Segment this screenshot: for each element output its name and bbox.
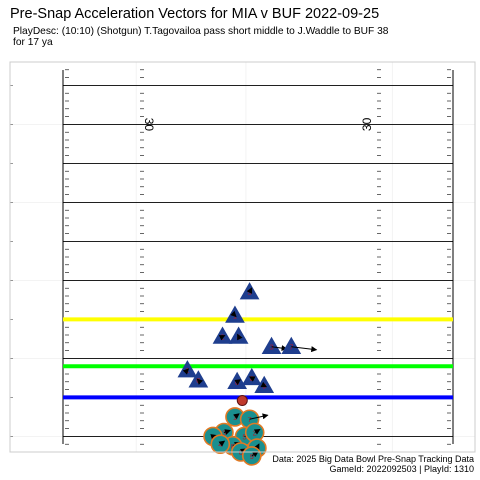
players-layer: 5124371068917352810469: [177, 282, 318, 466]
acceleration-vector: [233, 413, 240, 420]
data-source-caption: Data: 2025 Big Data Bowl Pre-Snap Tracki…: [272, 454, 474, 464]
mia-player: 4: [210, 434, 231, 455]
player-jersey-label: 5: [242, 432, 246, 441]
mia-player: 9: [241, 446, 262, 466]
player-jersey-label: 1: [233, 413, 237, 422]
player-jersey-label: 2: [253, 429, 257, 438]
buf-player: 1: [177, 360, 198, 378]
acceleration-vector: [234, 379, 241, 386]
buf-player: 3: [261, 336, 288, 354]
player-jersey-label: 3: [222, 429, 226, 438]
acceleration-vector: [248, 376, 256, 382]
acceleration-vector: [237, 333, 243, 341]
buf-player: 2: [212, 326, 233, 344]
player-jersey-label: 6: [235, 378, 239, 387]
player-jersey-label: 9: [250, 452, 254, 461]
marker-lines-layer: [63, 317, 453, 400]
buf-player: 4: [228, 326, 249, 344]
acceleration-vector: [271, 345, 288, 352]
acceleration-vector: [218, 335, 226, 341]
acceleration-vector: [260, 381, 268, 388]
buf-triangle-marker: [261, 336, 282, 354]
buf-player: 9: [254, 375, 275, 393]
acceleration-vector: [196, 378, 204, 385]
player-jersey-label: 2: [220, 333, 224, 342]
acceleration-vector: [182, 368, 190, 375]
acceleration-vector: [251, 451, 259, 458]
acceleration-vector: [253, 443, 260, 450]
buf-player: 0: [188, 370, 209, 388]
field-number: 30: [360, 117, 374, 131]
player-jersey-label: 4: [237, 333, 241, 342]
player-jersey-label: 8: [231, 442, 235, 451]
plot-background: [10, 62, 475, 452]
buf-player: 8: [241, 367, 262, 386]
acceleration-vector: [246, 287, 253, 294]
chart-title: Pre-Snap Acceleration Vectors for MIA v …: [10, 6, 380, 22]
buf-player: 1: [225, 305, 245, 323]
buf-player: 5: [239, 282, 260, 300]
player-jersey-label: 0: [196, 376, 200, 385]
field-border: [9, 61, 476, 453]
acceleration-vector: [210, 434, 217, 440]
football-marker: [236, 395, 248, 407]
player-jersey-label: 8: [250, 374, 254, 383]
acceleration-vector: [218, 440, 226, 447]
buf-player: 6: [227, 371, 248, 390]
buf-player: 7: [281, 336, 318, 354]
buf-triangle-marker: [281, 336, 302, 354]
acceleration-vector: [253, 428, 261, 435]
mia-player: 2: [244, 422, 265, 443]
play-description-line-2: for 17 ya: [13, 37, 53, 48]
acceleration-vector: [249, 413, 269, 420]
player-jersey-label: 4: [218, 440, 222, 449]
acceleration-vector: [291, 346, 318, 353]
play-description-line-1: PlayDesc: (10:10) (Shotgun) T.Tagovailoa…: [13, 26, 389, 37]
game-play-caption: GameId: 2022092503 | PlayId: 1310: [329, 464, 474, 474]
field-number: 30: [142, 118, 156, 132]
field-numbers-layer: 30 30: [142, 117, 374, 131]
player-jersey-label: 7: [247, 415, 251, 424]
player-jersey-label: 1: [185, 366, 189, 375]
acceleration-vector: [223, 429, 231, 435]
acceleration-vector: [230, 310, 237, 318]
